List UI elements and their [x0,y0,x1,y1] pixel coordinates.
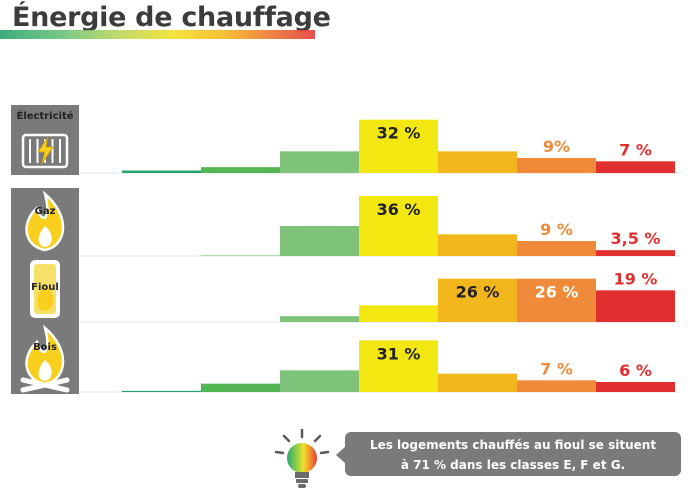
page-title: Énergie de chauffage [12,2,331,33]
data-label: 7 % [540,359,573,378]
energy-icon-tile: Bois [11,324,79,394]
note-pointer [336,446,346,464]
title-gradient-bar [0,30,315,39]
bar-d [359,196,438,256]
lightbulb-icon [270,428,330,496]
oil-tank-icon [30,260,60,318]
bar-e [438,234,517,256]
data-label: 9 % [540,220,573,239]
bar-c [280,151,359,173]
energy-label: Bois [33,342,57,353]
bar-d [359,340,438,392]
bar-g [596,290,675,322]
bar-e [438,373,517,392]
bar-f [517,278,596,322]
energy-icon-tile: Électricité [11,105,79,175]
bar-c [280,370,359,392]
fioul-note: Les logements chauffés au fioul se situe… [345,432,681,476]
data-label: 31 % [377,344,421,363]
data-label: 26 % [535,283,579,302]
bar-g [596,382,675,392]
data-label: 7 % [619,140,652,159]
wood-fire-icon [20,324,70,393]
note-line-2: à 71 % dans les classes E, F et G. [400,458,626,472]
bar-e [438,278,517,322]
energy-icon-tile: Gaz [11,188,79,258]
energy-label: Électricité [16,109,73,122]
bar-b [201,383,280,392]
energy-label: Gaz [35,206,56,217]
bar-f [517,380,596,392]
data-label: 32 % [377,124,421,143]
data-label: 26 % [456,283,500,302]
bar-a [122,170,201,173]
electric-radiator-icon [21,133,69,169]
note-line-1: Les logements chauffés au fioul se situe… [369,438,657,452]
bar-e [438,151,517,173]
data-label: 19 % [614,269,658,288]
bar-c [280,226,359,256]
bar-b [201,167,280,173]
data-label: 3,5 % [611,229,661,248]
bar-f [517,158,596,173]
data-label: 36 % [377,200,421,219]
energy-label: Fioul [31,282,59,293]
energy-icon-tile: Fioul [11,254,79,324]
bar-c [280,316,359,322]
gas-flame-icon [25,190,65,252]
bar-d [359,305,438,322]
bar-a [122,390,201,392]
energy-class-chart: Électricité 32 % 9% 7 % Gaz 36 % 9 % 3,5 % Fioul… [11,105,680,394]
data-label: 6 % [619,361,652,380]
data-label: 9% [543,137,570,156]
bar-g [596,161,675,173]
bar-d [359,119,438,173]
bar-f [517,241,596,256]
bar-g [596,250,675,256]
bar-b [201,255,280,256]
